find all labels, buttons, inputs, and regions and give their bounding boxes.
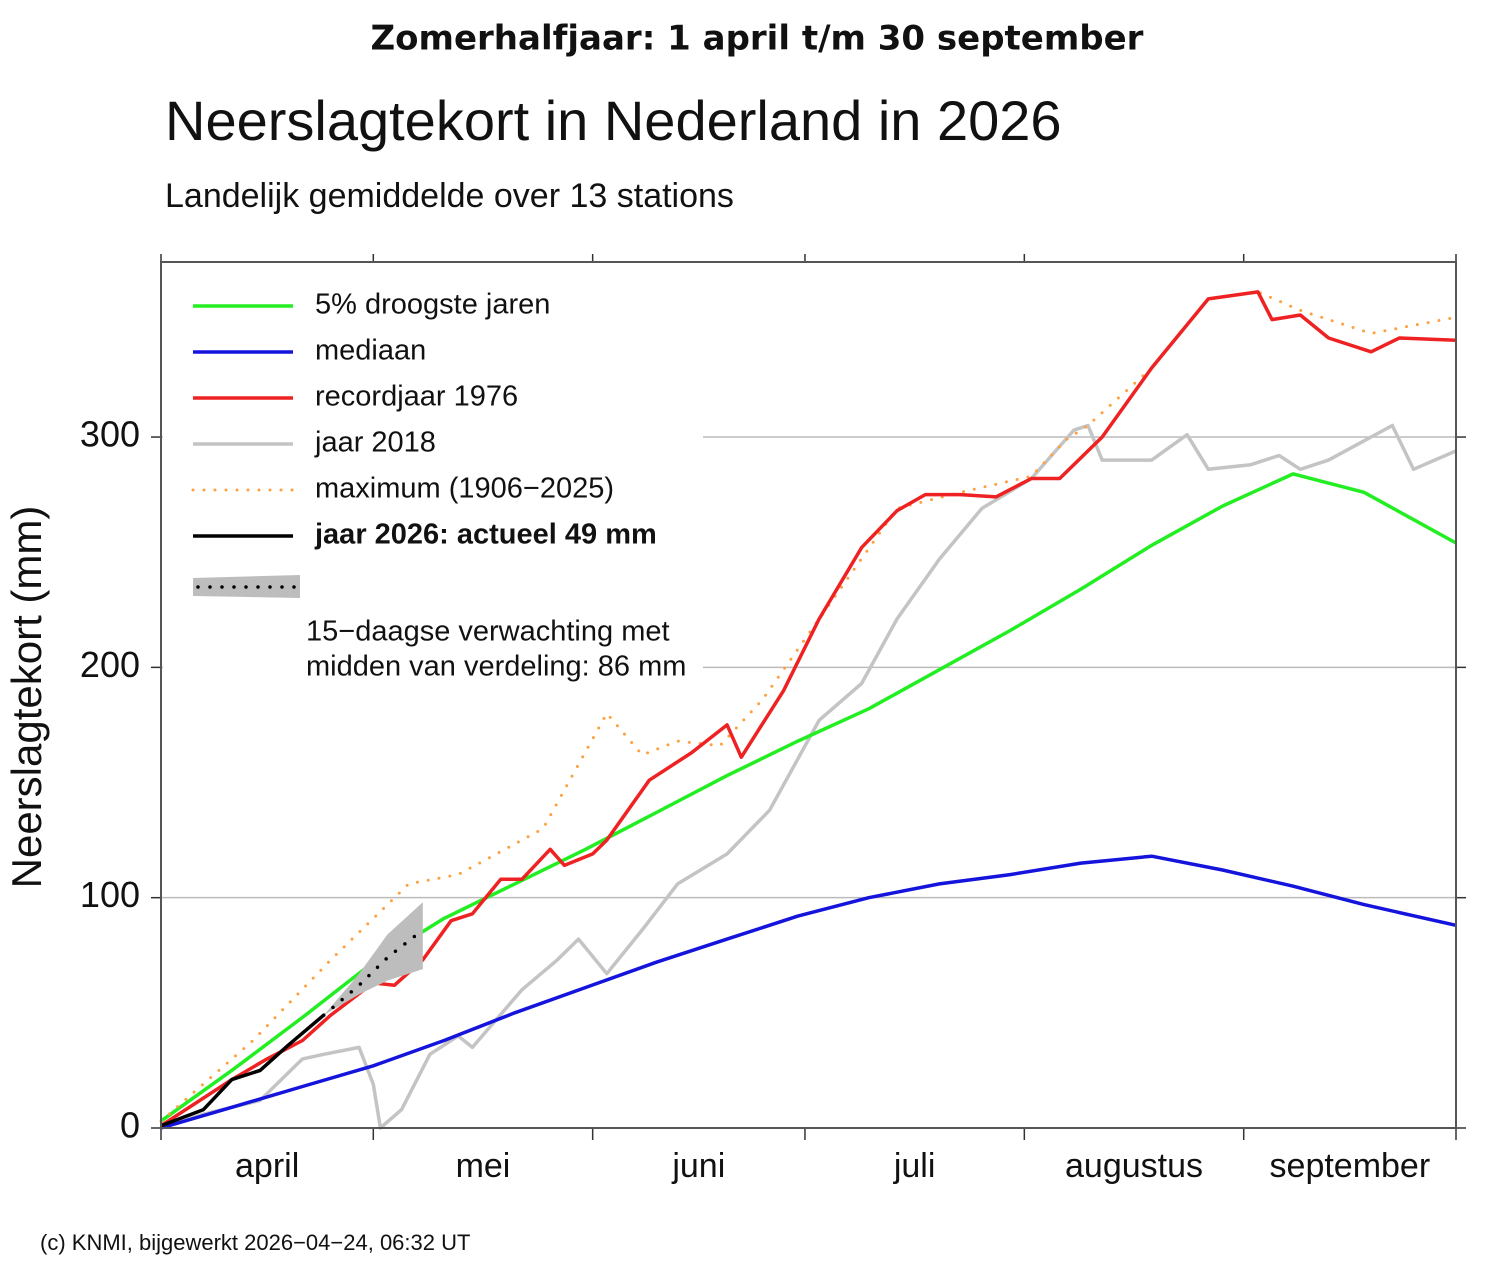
plot-frame [160, 261, 1457, 1129]
y-tick-label: 300 [80, 414, 140, 455]
x-category-label: juni [671, 1147, 725, 1185]
forecast-line [322, 928, 425, 1017]
legend-label: mediaan [315, 335, 426, 367]
series-line [160, 1013, 325, 1128]
legend-label: 5% droogste jaren [315, 289, 550, 321]
series-line [160, 854, 1457, 1130]
legend-background [163, 264, 703, 674]
legend-label: maximum (1906−2025) [315, 473, 614, 505]
legend-label: jaar 2018 [314, 427, 436, 459]
legend-label: 15−daagse verwachting met [306, 616, 670, 648]
chart-title: Neerslagtekort in Nederland in 2026 [165, 89, 1062, 152]
footer: (c) KNMI, bijgewerkt 2026−04−24, 06:32 U… [40, 1230, 470, 1255]
x-category-label: juli [893, 1147, 936, 1185]
legend-label: jaar 2026: actueel 49 mm [314, 519, 657, 551]
chart-subtitle: Landelijk gemiddelde over 13 stations [165, 177, 734, 215]
x-category-label: mei [456, 1147, 511, 1185]
y-axis-label: Neerslagtekort (mm) [3, 506, 50, 889]
y-tick-label: 0 [120, 1105, 140, 1146]
series-line [160, 290, 1457, 1128]
x-category-label: april [235, 1147, 299, 1185]
y-tick-label: 100 [80, 874, 140, 915]
header: Zomerhalfjaar: 1 april t/m 30 september [371, 19, 1144, 59]
x-category-label: september [1270, 1147, 1431, 1185]
y-tick-label: 200 [80, 644, 140, 685]
forecast-band [323, 902, 423, 1016]
series-line [160, 423, 1457, 1130]
legend-label: midden van verdeling: 86 mm [306, 651, 686, 683]
legend-label: recordjaar 1976 [315, 381, 518, 413]
x-category-label: augustus [1065, 1147, 1203, 1185]
